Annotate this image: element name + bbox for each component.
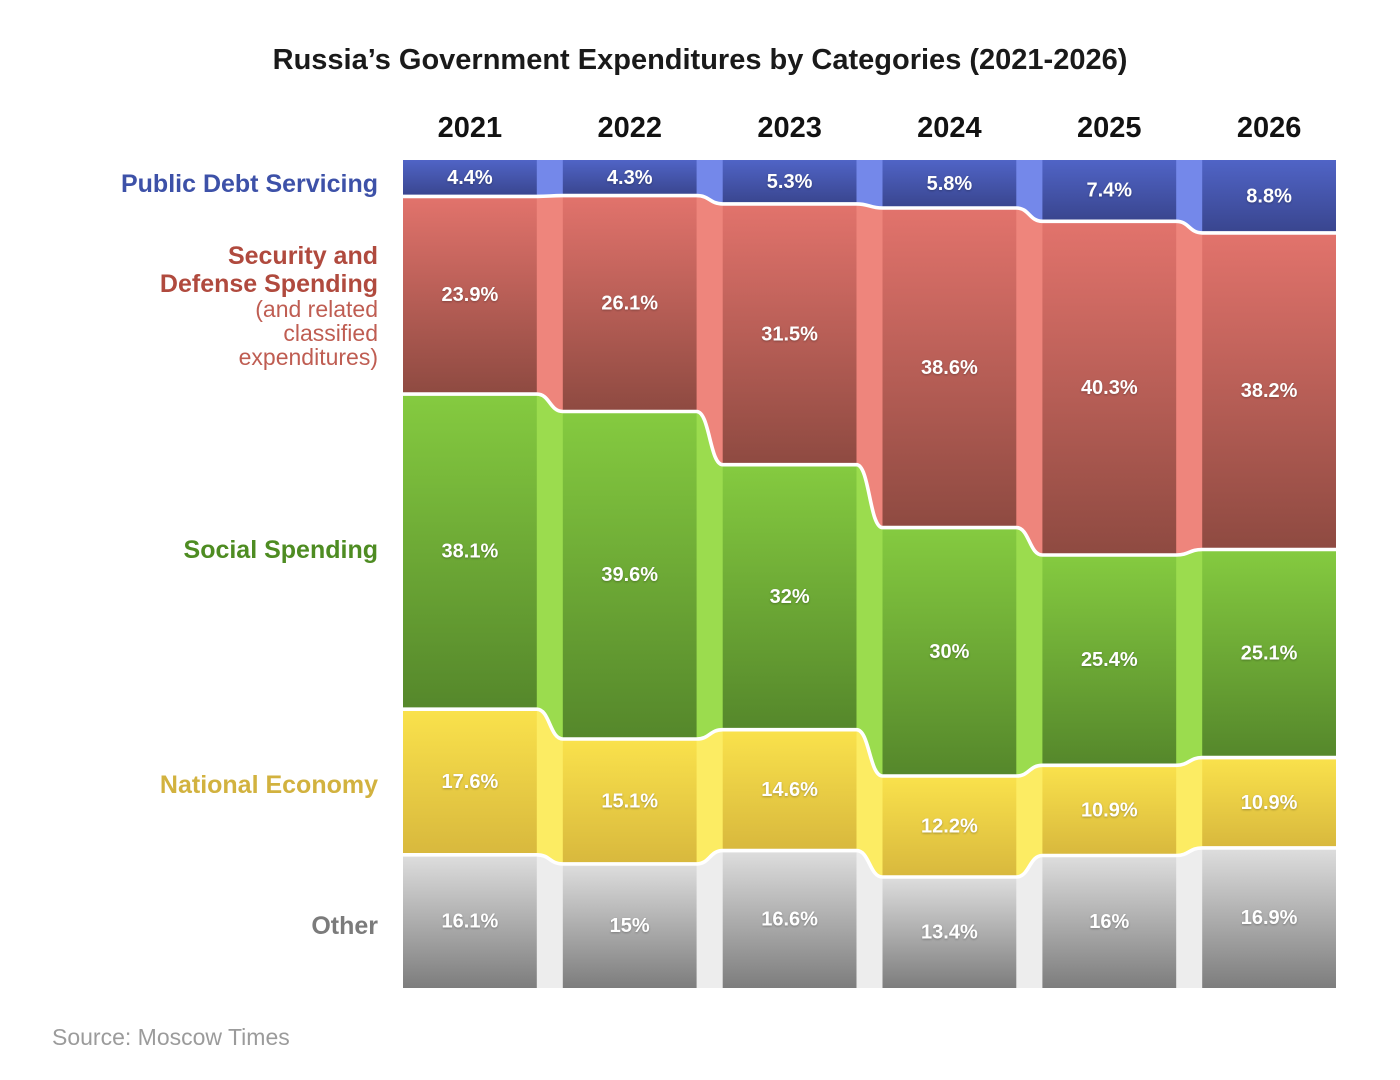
category-sublabel-line: expenditures) [238,343,378,370]
category-sublabel-line: classified [283,319,378,346]
value-label-other-2021: 16.1% [442,910,499,932]
value-label-other-2024: 13.4% [921,922,978,944]
category-label-line: Security and [227,242,378,270]
category-label-national-economy: National Economy [38,771,378,800]
value-label-social-spending-2021: 38.1% [442,541,499,563]
category-label-other: Other [38,912,378,941]
bar-social-spending-2024 [882,527,1017,776]
bar-public-debt-servicing-2026 [1202,160,1336,233]
year-label-2024: 2024 [917,112,982,144]
year-label-2023: 2023 [757,112,822,144]
value-label-national-economy-2026: 10.9% [1241,792,1298,814]
value-label-national-economy-2023: 14.6% [761,779,818,801]
bar-security-and-2021 [403,196,537,395]
value-label-security-and-2023: 31.5% [761,323,818,345]
bar-public-debt-servicing-2025 [1042,160,1177,222]
bar-national-economy-2023 [722,729,857,851]
year-label-2025: 2025 [1076,112,1142,144]
boundary-line-3 [403,707,1336,778]
boundary-line-2 [403,392,1336,557]
value-label-public-debt-servicing-2024: 5.8% [927,173,973,195]
value-label-other-2025: 16% [1089,911,1129,933]
value-label-social-spending-2022: 39.6% [601,564,658,586]
chart-title: Russia’s Government Expenditures by Cate… [272,44,1128,76]
boundary-line-4 [403,846,1336,879]
year-label-2022: 2022 [597,112,662,144]
value-label-security-and-2025: 40.3% [1081,377,1138,399]
bar-national-economy-2022 [562,739,697,864]
category-label-security-and: Security and Defense Spending (and related… [38,242,378,370]
bar-national-economy-2025 [1042,765,1177,856]
bar-national-economy-2024 [882,776,1017,877]
value-label-national-economy-2021: 17.6% [442,771,499,793]
bar-other-2025 [1042,855,1177,988]
category-label-public-debt-servicing: Public Debt Servicing [38,170,378,199]
value-label-security-and-2026: 38.2% [1241,380,1298,402]
category-sublabel-line: (and related [255,296,378,322]
bar-public-debt-servicing-2022 [562,160,697,196]
bar-public-debt-servicing-2024 [882,160,1017,208]
bar-security-and-2025 [1042,221,1177,556]
bar-social-spending-2022 [562,411,697,740]
value-label-public-debt-servicing-2023: 5.3% [767,171,813,193]
value-label-other-2023: 16.6% [761,908,818,930]
bar-social-spending-2025 [1042,555,1177,766]
bar-national-economy-2021 [403,709,537,855]
value-label-social-spending-2023: 32% [770,586,810,608]
flow-band-other [403,847,1336,988]
bar-social-spending-2021 [403,394,537,710]
value-label-national-economy-2025: 10.9% [1081,799,1138,821]
value-label-social-spending-2025: 25.4% [1081,649,1138,671]
bar-social-spending-2023 [722,464,857,730]
bar-other-2026 [1202,847,1336,988]
boundary-line-1 [403,193,1336,235]
bar-social-spending-2026 [1202,549,1336,758]
category-label-line: National Economy [159,771,378,799]
value-label-other-2026: 16.9% [1241,907,1298,929]
bar-security-and-2022 [562,195,697,412]
category-label-line: Social Spending [183,536,378,564]
value-label-social-spending-2024: 30% [929,641,969,663]
value-label-public-debt-servicing-2021: 4.4% [447,167,493,189]
value-label-national-economy-2024: 12.2% [921,816,978,838]
category-label-social-spending: Social Spending [38,536,378,565]
category-label-line: Defense Spending [159,269,378,298]
bar-public-debt-servicing-2023 [722,160,857,204]
value-label-security-and-2024: 38.6% [921,357,978,379]
year-label-2021: 2021 [437,112,503,144]
source-note: Source: Moscow Times [52,1024,290,1050]
bar-public-debt-servicing-2021 [403,160,537,197]
value-label-social-spending-2026: 25.1% [1241,643,1298,665]
bar-other-2022 [562,863,697,988]
year-label-2026: 2026 [1236,112,1302,144]
category-label-line: Public Debt Servicing [120,170,378,198]
bar-security-and-2024 [882,208,1017,528]
value-label-security-and-2022: 26.1% [601,293,658,315]
value-label-public-debt-servicing-2026: 8.8% [1246,186,1292,208]
value-label-other-2022: 15% [610,915,650,937]
value-label-public-debt-servicing-2022: 4.3% [607,167,653,189]
bar-national-economy-2026 [1202,757,1336,848]
bar-security-and-2023 [722,203,857,465]
bar-other-2024 [882,877,1017,988]
bar-security-and-2026 [1202,232,1336,550]
value-label-security-and-2021: 23.9% [442,284,499,306]
bar-other-2021 [403,854,537,988]
bar-other-2023 [722,850,857,988]
value-label-national-economy-2022: 15.1% [601,791,658,813]
stacked-flow-chart: 4.4% 4.3% 5.3% 5.8% 7.4% 8.8% 23.9% 26.1% 31.5% 3… [403,160,1336,988]
category-label-line: Other [311,912,378,940]
value-label-public-debt-servicing-2025: 7.4% [1087,180,1133,202]
